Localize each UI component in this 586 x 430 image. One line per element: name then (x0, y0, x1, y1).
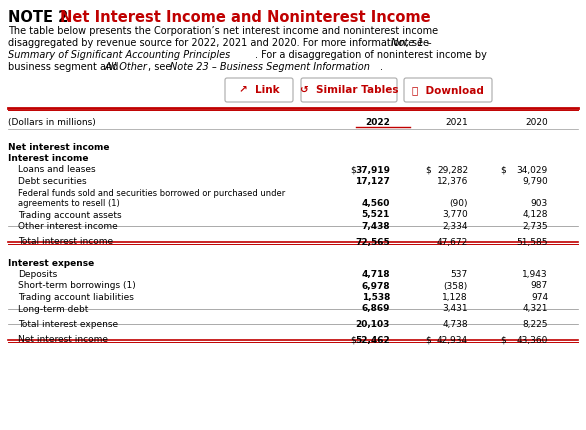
Text: 2,735: 2,735 (522, 222, 548, 231)
Text: 8,225: 8,225 (523, 320, 548, 329)
Text: Total interest expense: Total interest expense (18, 320, 118, 329)
Text: 9,790: 9,790 (522, 177, 548, 186)
Text: 2021: 2021 (445, 118, 468, 127)
Text: 37,919: 37,919 (355, 166, 390, 175)
Text: $: $ (500, 335, 506, 344)
Text: Summary of Significant Accounting Principles: Summary of Significant Accounting Princi… (8, 50, 230, 60)
Text: agreements to resell (1): agreements to resell (1) (18, 199, 120, 208)
Text: Trading account liabilities: Trading account liabilities (18, 293, 134, 302)
FancyBboxPatch shape (404, 78, 492, 102)
Text: Interest income: Interest income (8, 154, 88, 163)
Text: 4,718: 4,718 (362, 270, 390, 279)
Text: Note 1 –: Note 1 – (388, 38, 432, 48)
Text: 987: 987 (531, 282, 548, 291)
Text: ↺  Similar Tables: ↺ Similar Tables (300, 85, 398, 95)
Text: Note 23 – Business Segment Information: Note 23 – Business Segment Information (170, 62, 370, 72)
Text: business segment and: business segment and (8, 62, 121, 72)
Text: 20,103: 20,103 (356, 320, 390, 329)
Text: $: $ (350, 335, 356, 344)
Text: 29,282: 29,282 (437, 166, 468, 175)
Text: 2020: 2020 (525, 118, 548, 127)
Text: All Other: All Other (105, 62, 148, 72)
Text: Interest expense: Interest expense (8, 258, 94, 267)
Text: ↗  Link: ↗ Link (239, 85, 280, 95)
Text: 903: 903 (531, 199, 548, 208)
Text: Federal funds sold and securities borrowed or purchased under: Federal funds sold and securities borrow… (18, 188, 285, 197)
Text: $: $ (500, 166, 506, 175)
Text: 6,869: 6,869 (362, 304, 390, 313)
Text: 1,128: 1,128 (442, 293, 468, 302)
Text: , see: , see (148, 62, 175, 72)
Text: 7,438: 7,438 (362, 222, 390, 231)
Text: . For a disaggregation of noninterest income by: . For a disaggregation of noninterest in… (255, 50, 487, 60)
Text: Debt securities: Debt securities (18, 177, 87, 186)
Text: Loans and leases: Loans and leases (18, 166, 96, 175)
Text: Other interest income: Other interest income (18, 222, 118, 231)
Text: $: $ (425, 166, 431, 175)
Text: Trading account assets: Trading account assets (18, 211, 122, 219)
Text: 12,376: 12,376 (437, 177, 468, 186)
Text: 42,934: 42,934 (437, 335, 468, 344)
FancyBboxPatch shape (225, 78, 293, 102)
Text: 3,431: 3,431 (442, 304, 468, 313)
Text: (Dollars in millions): (Dollars in millions) (8, 118, 96, 127)
Text: $: $ (425, 335, 431, 344)
Text: The table below presents the Corporation’s net interest income and noninterest i: The table below presents the Corporation… (8, 26, 438, 36)
Text: (90): (90) (449, 199, 468, 208)
Text: ⤓  Download: ⤓ Download (412, 85, 484, 95)
Text: Net Interest Income and Noninterest Income: Net Interest Income and Noninterest Inco… (60, 10, 431, 25)
Text: 52,462: 52,462 (355, 335, 390, 344)
Text: NOTE 2: NOTE 2 (8, 10, 73, 25)
Text: Net interest income: Net interest income (8, 142, 110, 151)
Text: 47,672: 47,672 (437, 237, 468, 246)
Text: 4,738: 4,738 (442, 320, 468, 329)
Text: 3,770: 3,770 (442, 211, 468, 219)
Text: 1,538: 1,538 (362, 293, 390, 302)
Text: 17,127: 17,127 (355, 177, 390, 186)
FancyBboxPatch shape (301, 78, 397, 102)
Text: (358): (358) (444, 282, 468, 291)
Text: 2022: 2022 (365, 118, 390, 127)
Text: disaggregated by revenue source for 2022, 2021 and 2020. For more information, s: disaggregated by revenue source for 2022… (8, 38, 429, 48)
Text: 537: 537 (451, 270, 468, 279)
Text: $: $ (350, 166, 356, 175)
Text: 1,943: 1,943 (522, 270, 548, 279)
Text: Total interest income: Total interest income (18, 237, 113, 246)
Text: 2,334: 2,334 (442, 222, 468, 231)
Text: 51,585: 51,585 (516, 237, 548, 246)
Text: .: . (380, 62, 383, 72)
Text: 72,565: 72,565 (355, 237, 390, 246)
Text: 5,521: 5,521 (362, 211, 390, 219)
Text: Short-term borrowings (1): Short-term borrowings (1) (18, 282, 136, 291)
Text: 4,128: 4,128 (523, 211, 548, 219)
Text: 974: 974 (531, 293, 548, 302)
Text: 4,321: 4,321 (523, 304, 548, 313)
Text: Deposits: Deposits (18, 270, 57, 279)
Text: 34,029: 34,029 (517, 166, 548, 175)
Text: 6,978: 6,978 (362, 282, 390, 291)
Text: 43,360: 43,360 (517, 335, 548, 344)
Text: Long-term debt: Long-term debt (18, 304, 88, 313)
Text: Net interest income: Net interest income (18, 335, 108, 344)
Text: 4,560: 4,560 (362, 199, 390, 208)
